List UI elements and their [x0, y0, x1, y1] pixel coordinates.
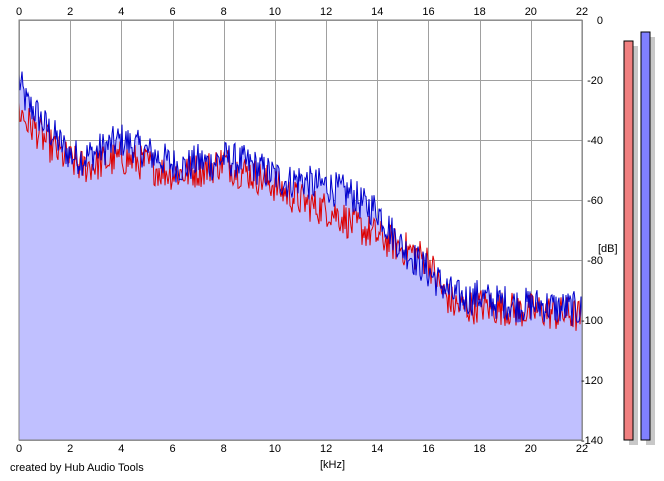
x-tick-label: 4 — [118, 443, 124, 455]
level-meter-bar — [623, 40, 634, 441]
x-tick-label: 14 — [371, 443, 383, 455]
x-tick-label: 0 — [16, 443, 22, 455]
x-tick-label: 22 — [576, 6, 588, 18]
level-meters — [623, 31, 655, 445]
series-line-blue — [18, 71, 583, 326]
x-tick-label: 2 — [67, 6, 73, 18]
y-tick-label: -120 — [581, 375, 603, 387]
x-tick-label: 14 — [371, 6, 383, 18]
x-tick-label: 10 — [269, 443, 281, 455]
x-tick-labels-top: 0 2 4 6 8 10 12 14 16 18 20 22 — [16, 6, 588, 18]
x-tick-label: 0 — [16, 6, 22, 18]
y-tick-label: -100 — [581, 315, 603, 327]
x-tick-label: 8 — [221, 443, 227, 455]
x-tick-label: 6 — [169, 443, 175, 455]
x-tick-label: 6 — [169, 6, 175, 18]
x-tick-label: 4 — [118, 6, 124, 18]
y-tick-label: -60 — [587, 195, 603, 207]
x-tick-label: 10 — [269, 6, 281, 18]
x-tick-label: 12 — [320, 443, 332, 455]
series-line-red — [18, 102, 583, 331]
x-tick-label: 20 — [525, 443, 537, 455]
y-axis-label: [dB] — [598, 243, 618, 255]
x-tick-labels-bottom: 0 2 4 6 8 10 12 14 16 18 20 22 — [16, 443, 588, 455]
x-tick-label: 2 — [67, 443, 73, 455]
plot-frame — [18, 19, 583, 441]
y-tick-labels: 0 -20 -40 -60 -80 -100 -120 -140 — [581, 15, 603, 447]
y-tick-label: -40 — [587, 135, 603, 147]
x-tick-label: 20 — [525, 6, 537, 18]
x-tick-label: 8 — [221, 6, 227, 18]
y-tick-label: -140 — [581, 435, 603, 447]
y-tick-label: -80 — [587, 255, 603, 267]
series-layer — [18, 71, 583, 331]
x-tick-label: 18 — [474, 443, 486, 455]
level-meter-bar — [640, 31, 651, 441]
y-tick-label: 0 — [597, 15, 603, 27]
x-tick-label: 16 — [422, 6, 434, 18]
x-tick-label: 22 — [576, 443, 588, 455]
credit-text: created by Hub Audio Tools — [10, 462, 144, 474]
x-tick-label: 18 — [474, 6, 486, 18]
x-axis-label: [kHz] — [320, 459, 345, 471]
y-tick-label: -20 — [587, 75, 603, 87]
x-tick-label: 12 — [320, 6, 332, 18]
x-tick-label: 16 — [422, 443, 434, 455]
